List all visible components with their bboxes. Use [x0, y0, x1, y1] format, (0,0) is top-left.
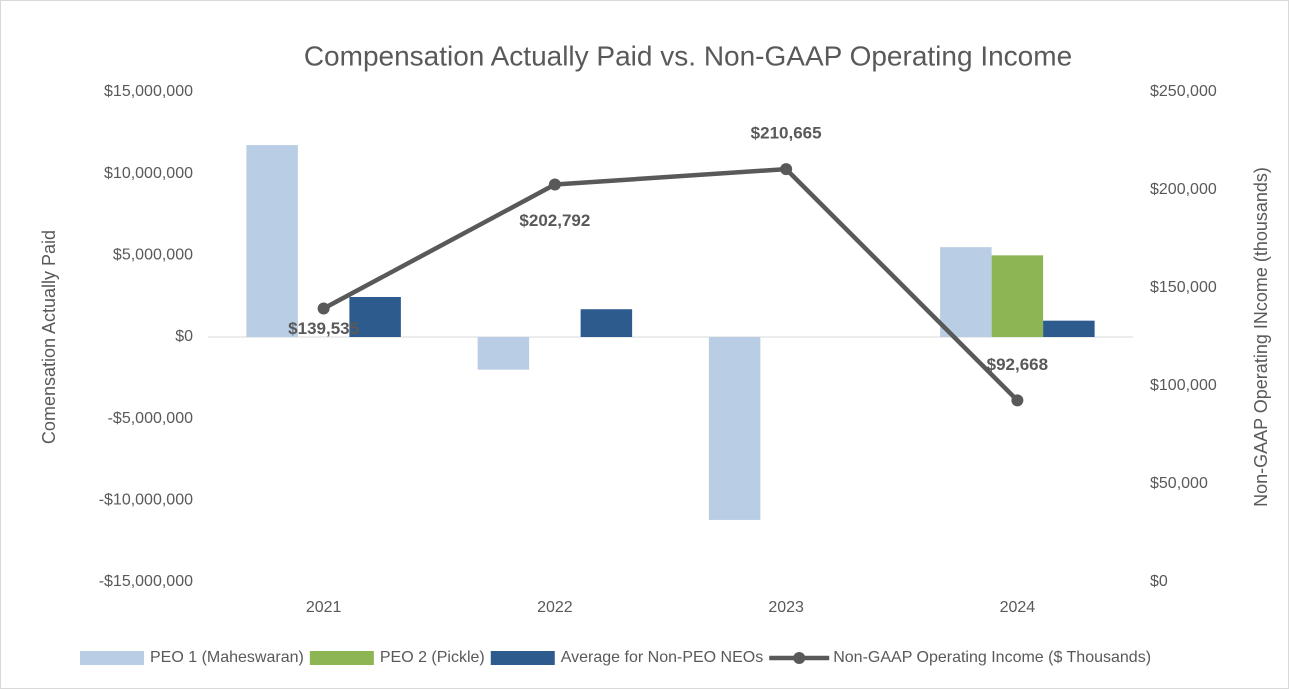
line-marker [548, 178, 561, 191]
y2-tick-label: $150,000 [1150, 279, 1217, 296]
legend-swatch [793, 652, 806, 664]
data-label: $139,535 [288, 319, 359, 338]
line-marker [1011, 394, 1024, 407]
y-tick-label: -$15,000,000 [99, 573, 193, 590]
bar [246, 145, 298, 337]
legend-label: Average for Non-PEO NEOs [561, 649, 763, 666]
legend-swatch [80, 651, 144, 665]
y2-axis-title: Non-GAAP Operating INcome (thousands) [1251, 167, 1271, 507]
legend-label: PEO 2 (Pickle) [380, 649, 485, 666]
line-marker [317, 302, 330, 315]
bar [991, 255, 1044, 337]
y-tick-label: -$5,000,000 [108, 410, 194, 427]
x-tick-label: 2022 [537, 599, 573, 616]
y-tick-label: $15,000,000 [104, 83, 193, 100]
y2-tick-label: $0 [1150, 573, 1168, 590]
bar [940, 247, 992, 337]
y2-tick-label: $50,000 [1150, 475, 1208, 492]
y-axis-title: Comensation Actually Paid [39, 230, 59, 444]
y-tick-label: -$10,000,000 [99, 492, 193, 509]
x-tick-label: 2024 [1000, 599, 1036, 616]
y2-tick-label: $250,000 [1150, 83, 1217, 100]
chart-title: Compensation Actually Paid vs. Non-GAAP … [304, 40, 1072, 71]
bar [349, 296, 401, 337]
y-tick-label: $5,000,000 [113, 247, 193, 264]
bar [580, 309, 633, 337]
y-tick-label: $10,000,000 [104, 165, 193, 182]
y2-tick-label: $200,000 [1150, 181, 1217, 198]
legend-label: PEO 1 (Maheswaran) [150, 649, 304, 666]
data-label: $210,665 [751, 124, 822, 143]
legend-swatch [490, 651, 555, 665]
legend-swatch [309, 651, 374, 665]
y-tick-label: $0 [175, 328, 193, 345]
bar [477, 337, 530, 370]
x-tick-label: 2023 [768, 599, 804, 616]
data-label: $92,668 [987, 355, 1048, 374]
x-tick-label: 2021 [306, 599, 342, 616]
data-label: $202,792 [519, 211, 590, 230]
bar [1043, 320, 1095, 337]
bar [708, 337, 761, 520]
line-marker [780, 163, 793, 176]
legend-label: Non-GAAP Operating Income ($ Thousands) [833, 649, 1151, 666]
line [322, 166, 1019, 402]
y2-tick-label: $100,000 [1150, 377, 1217, 394]
